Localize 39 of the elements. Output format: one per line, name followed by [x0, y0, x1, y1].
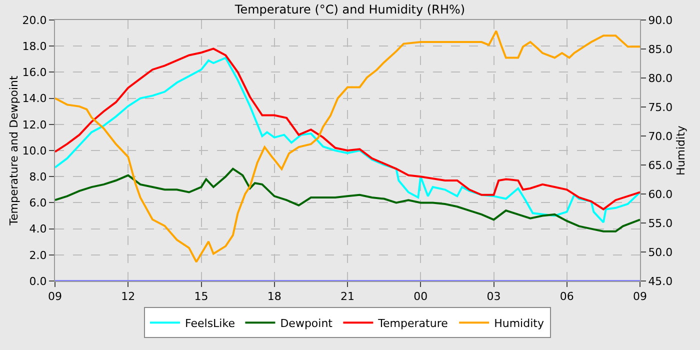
chart-title: Temperature (°C) and Humidity (RH%) [234, 2, 466, 17]
x-tick-label: 06 [560, 290, 574, 304]
y-tick-label: 18.0 [22, 40, 47, 53]
y2-tick-label: 45.0 [648, 274, 673, 288]
x-tick-label: 15 [194, 290, 208, 304]
y-tick-label: 16.0 [22, 66, 47, 80]
legend-label: Dewpoint [280, 316, 334, 330]
x-tick-label: 09 [633, 290, 647, 304]
legend-label: FeelsLike [185, 316, 236, 330]
y2-axis-title: Humidity [674, 125, 688, 176]
x-tick-label: 00 [414, 290, 428, 304]
x-tick-label: 18 [267, 290, 282, 304]
y2-tick-label: 70.0 [648, 130, 673, 143]
x-tick-label: 21 [340, 290, 354, 304]
y-tick-label: 8.0 [29, 170, 47, 184]
x-tick-label: 09 [48, 290, 62, 304]
y-tick-label: 20.0 [22, 14, 47, 27]
y2-tick-label: 85.0 [648, 42, 673, 56]
legend-label: Temperature [377, 316, 448, 330]
y2-tick-label: 80.0 [648, 72, 673, 85]
x-tick-label: 03 [486, 290, 501, 304]
y2-tick-label: 75.0 [648, 100, 673, 114]
y-tick-label: 6.0 [29, 196, 47, 210]
x-tick-label: 12 [121, 290, 136, 304]
y-tick-label: 10.0 [22, 144, 47, 158]
y-tick-label: 0.0 [29, 274, 47, 288]
y-tick-label: 4.0 [29, 222, 47, 236]
y-tick-label: 12.0 [22, 118, 47, 132]
y2-tick-label: 60.0 [648, 188, 673, 201]
line-series [55, 168, 640, 232]
y-tick-label: 2.0 [29, 248, 47, 262]
y2-tick-label: 65.0 [648, 158, 673, 172]
y2-tick-label: 55.0 [648, 216, 673, 230]
line-series [55, 30, 640, 263]
y-tick-label: 14.0 [22, 92, 47, 106]
y2-tick-label: 90.0 [648, 14, 673, 27]
y-axis-title: Temperature and Dewpoint [7, 74, 20, 226]
legend-label: Humidity [494, 316, 544, 330]
y2-tick-label: 50.0 [648, 246, 673, 259]
